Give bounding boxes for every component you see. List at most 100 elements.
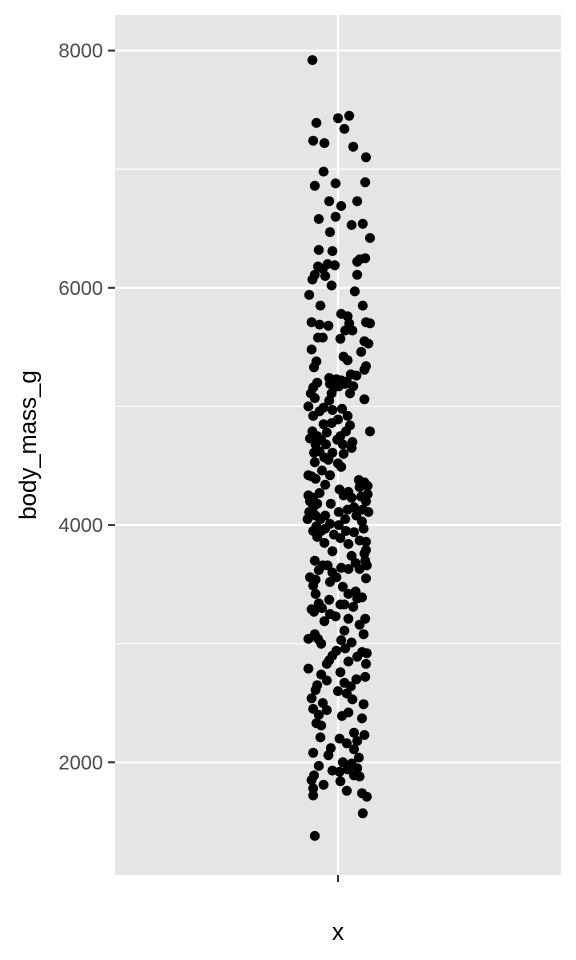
data-point: [357, 713, 367, 724]
data-point: [310, 473, 321, 484]
data-point: [333, 520, 344, 531]
data-point: [361, 496, 371, 507]
data-point: [339, 123, 350, 134]
data-point: [337, 581, 348, 592]
data-point: [309, 555, 320, 566]
data-point: [333, 113, 343, 124]
data-point: [336, 461, 347, 472]
data-point: [306, 344, 317, 355]
data-point: [308, 410, 319, 421]
y-tick-label: 2000: [59, 752, 104, 774]
data-point: [343, 564, 354, 574]
data-point: [313, 565, 324, 576]
data-points: [302, 55, 375, 841]
data-point: [346, 220, 357, 230]
data-point: [345, 388, 355, 399]
data-point: [324, 196, 335, 207]
data-point: [363, 507, 374, 517]
data-point: [326, 418, 337, 429]
data-point: [330, 178, 341, 189]
data-point: [357, 300, 368, 311]
data-point: [341, 526, 351, 536]
data-point: [360, 177, 371, 188]
data-point: [334, 733, 345, 744]
data-point: [343, 656, 354, 667]
data-point: [352, 593, 363, 604]
data-point: [303, 401, 314, 412]
data-point: [341, 785, 352, 796]
data-point: [337, 711, 347, 721]
data-point: [342, 355, 353, 366]
y-tick-label: 6000: [59, 278, 104, 300]
data-point: [352, 196, 363, 207]
data-point: [319, 537, 330, 548]
data-point: [323, 454, 334, 465]
data-point: [339, 625, 350, 636]
data-point: [365, 426, 375, 437]
data-point: [308, 747, 319, 758]
data-point: [359, 730, 370, 740]
data-point: [327, 405, 338, 415]
data-point: [320, 271, 331, 281]
data-point: [337, 757, 348, 768]
data-point: [312, 531, 323, 542]
data-point: [309, 447, 319, 458]
data-point: [352, 651, 363, 662]
data-point: [365, 318, 375, 329]
data-point: [322, 560, 333, 571]
data-point: [317, 465, 327, 476]
data-point: [349, 286, 360, 297]
data-point: [325, 577, 335, 587]
data-point: [319, 616, 330, 627]
data-point: [346, 492, 357, 503]
data-point: [340, 514, 351, 525]
data-point: [360, 671, 371, 682]
data-point: [342, 410, 353, 421]
data-point: [362, 480, 373, 491]
data-point: [325, 227, 335, 238]
data-point: [306, 775, 317, 786]
data-point: [336, 201, 347, 211]
data-point: [357, 218, 368, 229]
data-point: [349, 727, 359, 738]
data-point: [351, 370, 362, 381]
data-point: [307, 274, 318, 285]
data-point: [347, 694, 358, 705]
data-point: [310, 685, 321, 695]
data-point: [346, 637, 357, 648]
data-point: [359, 364, 370, 375]
data-point: [361, 573, 371, 584]
data-point: [352, 736, 363, 746]
data-point: [333, 507, 344, 517]
data-point: [303, 663, 314, 674]
data-point: [360, 253, 371, 264]
data-point: [314, 319, 325, 330]
y-axis: 2000 4000 6000 8000: [59, 41, 115, 774]
data-point: [330, 611, 341, 622]
data-point: [361, 536, 371, 547]
data-point: [304, 289, 315, 300]
data-point: [325, 470, 335, 481]
data-point: [340, 325, 351, 336]
data-point: [309, 393, 320, 404]
data-point: [317, 603, 327, 614]
data-point: [343, 613, 354, 624]
data-point: [307, 55, 318, 66]
data-point: [361, 152, 371, 163]
data-point: [343, 539, 354, 549]
data-point: [309, 830, 320, 841]
data-point: [308, 783, 319, 794]
data-point: [303, 633, 314, 644]
data-point: [333, 381, 344, 392]
data-point: [335, 667, 346, 678]
data-point: [320, 479, 331, 490]
data-point: [327, 546, 338, 557]
data-point: [349, 527, 359, 538]
data-point: [347, 325, 358, 336]
y-tick-label: 4000: [59, 515, 104, 537]
data-point: [302, 514, 313, 525]
data-point: [353, 752, 364, 763]
data-point: [335, 533, 346, 544]
data-point: [321, 675, 332, 686]
